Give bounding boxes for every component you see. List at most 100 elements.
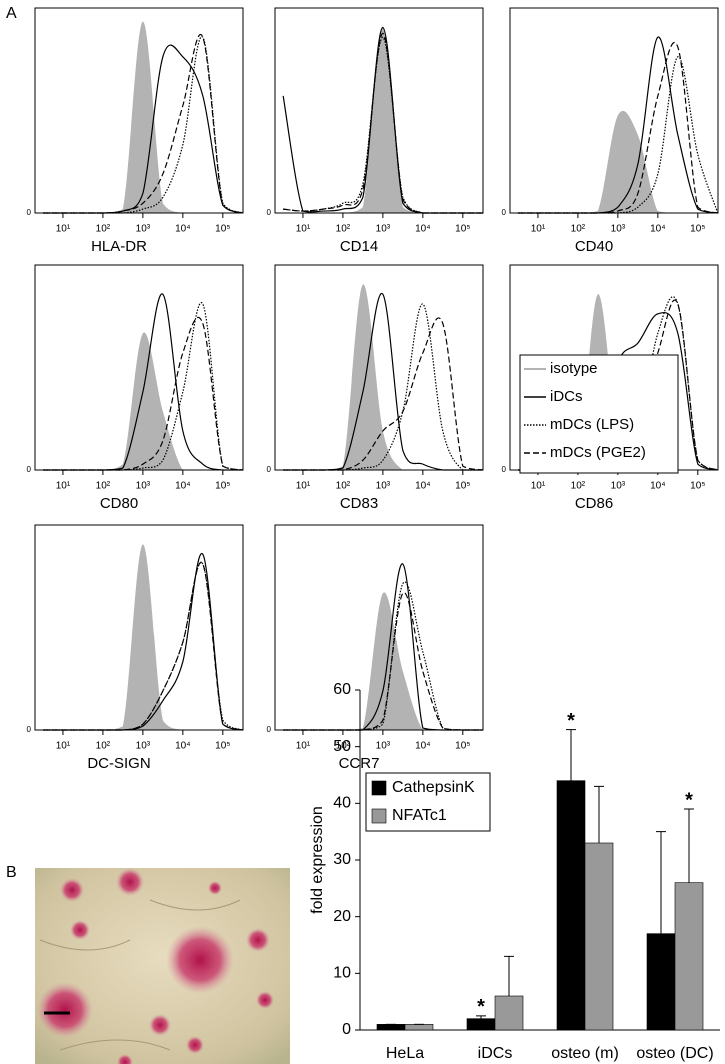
error-bar <box>566 729 576 781</box>
y-tick-label: 0 <box>27 725 32 734</box>
x-axis-label: CD80 <box>100 495 138 512</box>
x-tick-label: 10¹ <box>296 481 311 492</box>
x-tick-label: 10² <box>571 481 586 492</box>
y-tick-label: 30 <box>333 851 351 868</box>
y-tick-label: 0 <box>27 208 32 217</box>
bar <box>466 1018 496 1031</box>
plot-frame <box>34 7 244 214</box>
x-tick-label: 10² <box>336 481 351 492</box>
x-axis-label: CD40 <box>575 238 613 255</box>
y-tick-label: 40 <box>333 795 351 812</box>
x-axis-label: CD14 <box>340 238 378 255</box>
x-tick-label: 10¹ <box>531 224 546 235</box>
x-tick-label: 10⁵ <box>690 224 705 235</box>
error-bar <box>504 955 514 996</box>
bar <box>584 842 614 1031</box>
bar <box>494 995 524 1031</box>
x-tick-label: 10⁴ <box>415 741 430 752</box>
x-tick-label: 10¹ <box>296 224 311 235</box>
error-bar <box>594 785 604 843</box>
plot-frame <box>274 264 484 471</box>
x-tick-label: 10³ <box>376 224 391 235</box>
x-tick-label: 10⁵ <box>455 481 470 492</box>
micrograph <box>35 868 290 1064</box>
x-axis-label: DC-SIGN <box>87 755 150 772</box>
y-tick-label: 0 <box>27 465 32 474</box>
legend-label: isotype <box>550 360 598 377</box>
legend-box <box>365 772 491 832</box>
x-tick-label: 10⁴ <box>415 224 430 235</box>
plot-frame <box>34 264 244 471</box>
x-tick-label: 10³ <box>376 741 391 752</box>
x-tick-label: 10³ <box>136 224 151 235</box>
x-tick-label: 10⁵ <box>690 481 705 492</box>
x-tick-label: 10⁴ <box>415 481 430 492</box>
legend-label: mDCs (PGE2) <box>550 444 646 461</box>
x-tick-label: 10² <box>96 741 111 752</box>
x-tick-label: 10⁵ <box>455 224 470 235</box>
bar <box>404 1024 434 1031</box>
y-tick-label: 0 <box>267 465 272 474</box>
y-tick-label: 0 <box>267 208 272 217</box>
bar <box>376 1024 406 1031</box>
histogram-area <box>283 27 483 214</box>
plot-frame <box>274 7 484 214</box>
x-tick-label: 10² <box>571 224 586 235</box>
x-tick-label: 10¹ <box>56 741 71 752</box>
x-tick-label: iDCs <box>478 1045 513 1062</box>
x-tick-label: 10⁴ <box>175 224 190 235</box>
plot-frame <box>274 524 484 731</box>
legend-label: iDCs <box>550 388 583 405</box>
x-tick-label: 10³ <box>376 481 391 492</box>
x-tick-label: 10⁵ <box>215 481 230 492</box>
x-tick-label: 10⁴ <box>650 481 665 492</box>
y-tick-label: 20 <box>333 908 351 925</box>
histogram-area <box>43 332 243 470</box>
panel-label: A <box>6 5 17 22</box>
x-tick-label: 10² <box>96 224 111 235</box>
x-axis-label: CD83 <box>340 495 378 512</box>
panel-label: B <box>6 864 17 881</box>
x-tick-label: 10⁵ <box>215 741 230 752</box>
x-tick-label: HeLa <box>386 1045 424 1062</box>
x-tick-label: 10³ <box>136 741 151 752</box>
x-tick-label: 10⁴ <box>650 224 665 235</box>
x-tick-label: 10⁵ <box>455 741 470 752</box>
x-tick-label: osteo (DC) <box>636 1045 713 1062</box>
x-tick-label: 10³ <box>611 481 626 492</box>
y-tick-label: 60 <box>333 681 351 698</box>
histogram-area <box>518 110 718 213</box>
x-tick-label: 10⁴ <box>175 481 190 492</box>
significance-mark: * <box>685 789 693 811</box>
legend-label: CathepsinK <box>392 779 475 796</box>
legend-label: mDCs (LPS) <box>550 416 634 433</box>
y-tick-label: 0 <box>502 465 507 474</box>
x-tick-label: 10² <box>336 224 351 235</box>
x-tick-label: 10² <box>336 741 351 752</box>
histogram-area <box>43 21 243 214</box>
x-tick-label: 10¹ <box>296 741 311 752</box>
y-tick-label: 10 <box>333 965 351 982</box>
x-tick-label: 10⁵ <box>215 224 230 235</box>
x-tick-label: 10¹ <box>56 224 71 235</box>
y-tick-label: 0 <box>342 1021 351 1038</box>
error-bar <box>684 808 694 883</box>
plot-frame <box>509 7 719 214</box>
bar <box>674 882 704 1031</box>
x-tick-label: 10³ <box>611 224 626 235</box>
significance-mark: * <box>477 996 485 1018</box>
legend-label: NFATc1 <box>392 807 447 824</box>
error-bar <box>476 1015 486 1019</box>
plot-frame <box>34 524 244 731</box>
histogram-area <box>283 284 483 470</box>
histogram-line <box>43 302 243 471</box>
bar <box>556 780 586 1031</box>
x-axis-label: CCR7 <box>339 755 380 772</box>
x-tick-label: 10⁴ <box>175 741 190 752</box>
histogram-area <box>283 592 483 730</box>
histogram-line <box>283 36 483 214</box>
y-axis-label: fold expression <box>309 806 326 914</box>
x-tick-label: 10¹ <box>531 481 546 492</box>
x-tick-label: osteo (m) <box>551 1045 619 1062</box>
